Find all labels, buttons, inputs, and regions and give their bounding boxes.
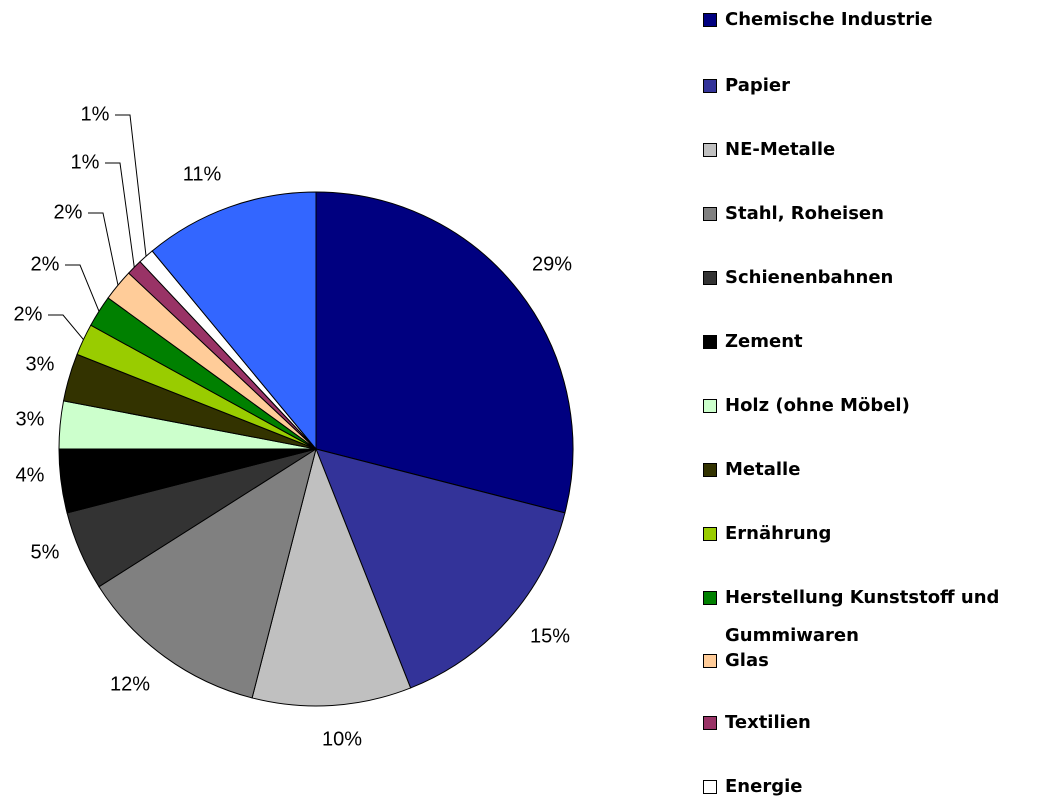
- legend-item: Stahl, Roheisen: [703, 195, 1061, 233]
- legend-item: Zement: [703, 323, 1061, 361]
- slice-label: 5%: [31, 541, 60, 563]
- pie-slice: [315, 191, 574, 514]
- legend-swatch: [703, 780, 717, 794]
- legend-swatch: [703, 207, 717, 221]
- slice-label: 29%: [532, 253, 572, 275]
- legend-label: Stahl, Roheisen: [725, 203, 884, 224]
- legend-label: Textilien: [725, 712, 811, 733]
- legend-item: Holz (ohne Möbel): [703, 387, 1061, 425]
- legend-item: Energie: [703, 768, 1061, 806]
- legend-item: Herstellung Kunststoff und Gummiwaren: [703, 579, 1061, 655]
- slice-label: 2%: [31, 253, 60, 275]
- legend-swatch: [703, 79, 717, 93]
- legend-label: Ernährung: [725, 523, 832, 544]
- legend-swatch: [703, 335, 717, 349]
- legend-label: Energie: [725, 776, 803, 797]
- legend-swatch: [703, 463, 717, 477]
- slice-label: 3%: [16, 408, 45, 430]
- legend-label: Zement: [725, 331, 803, 352]
- legend-item: NE-Metalle: [703, 131, 1061, 169]
- leader-line: [65, 264, 100, 312]
- legend-swatch: [703, 654, 717, 668]
- pie-slice: [315, 448, 566, 689]
- legend-swatch: [703, 399, 717, 413]
- slice-label: 2%: [14, 303, 43, 325]
- legend-swatch: [703, 527, 717, 541]
- legend-label: Metalle: [725, 459, 801, 480]
- legend-item: Metalle: [703, 451, 1061, 489]
- slice-label: 10%: [322, 728, 362, 750]
- legend-swatch: [703, 591, 717, 605]
- legend-item: Ernährung: [703, 515, 1061, 553]
- slice-label: 1%: [81, 103, 110, 125]
- leader-line: [105, 162, 135, 268]
- leader-line: [48, 314, 84, 340]
- leader-line: [115, 114, 147, 257]
- pie-slice: [151, 191, 317, 451]
- slice-label: 3%: [26, 353, 55, 375]
- slice-label: 11%: [183, 163, 222, 185]
- legend-item: Papier: [703, 67, 1061, 105]
- legend-label: Glas: [725, 650, 769, 671]
- legend-label: Chemische Industrie: [725, 9, 933, 30]
- slice-label: 15%: [530, 625, 570, 647]
- slice-label: 12%: [110, 673, 150, 695]
- legend-swatch: [703, 716, 717, 730]
- slice-label: 1%: [71, 151, 100, 173]
- legend-label: Papier: [725, 75, 790, 96]
- legend-item: Chemische Industrie: [703, 1, 1061, 39]
- legend-item: Glas: [703, 642, 1061, 680]
- legend-swatch: [703, 271, 717, 285]
- slice-label: 4%: [16, 464, 45, 486]
- pie-slice: [251, 447, 412, 707]
- legend-label: NE-Metalle: [725, 139, 836, 160]
- legend-label: Herstellung Kunststoff und Gummiwaren: [725, 587, 1000, 646]
- legend-swatch: [703, 13, 717, 27]
- legend-swatch: [703, 143, 717, 157]
- legend-label: Schienenbahnen: [725, 267, 894, 288]
- pie-slice: [98, 447, 317, 699]
- leader-line: [88, 212, 119, 286]
- legend-item: Textilien: [703, 704, 1061, 742]
- legend-label: Holz (ohne Möbel): [725, 395, 910, 416]
- legend-item: Schienenbahnen: [703, 259, 1061, 297]
- slice-label: 2%: [54, 201, 83, 223]
